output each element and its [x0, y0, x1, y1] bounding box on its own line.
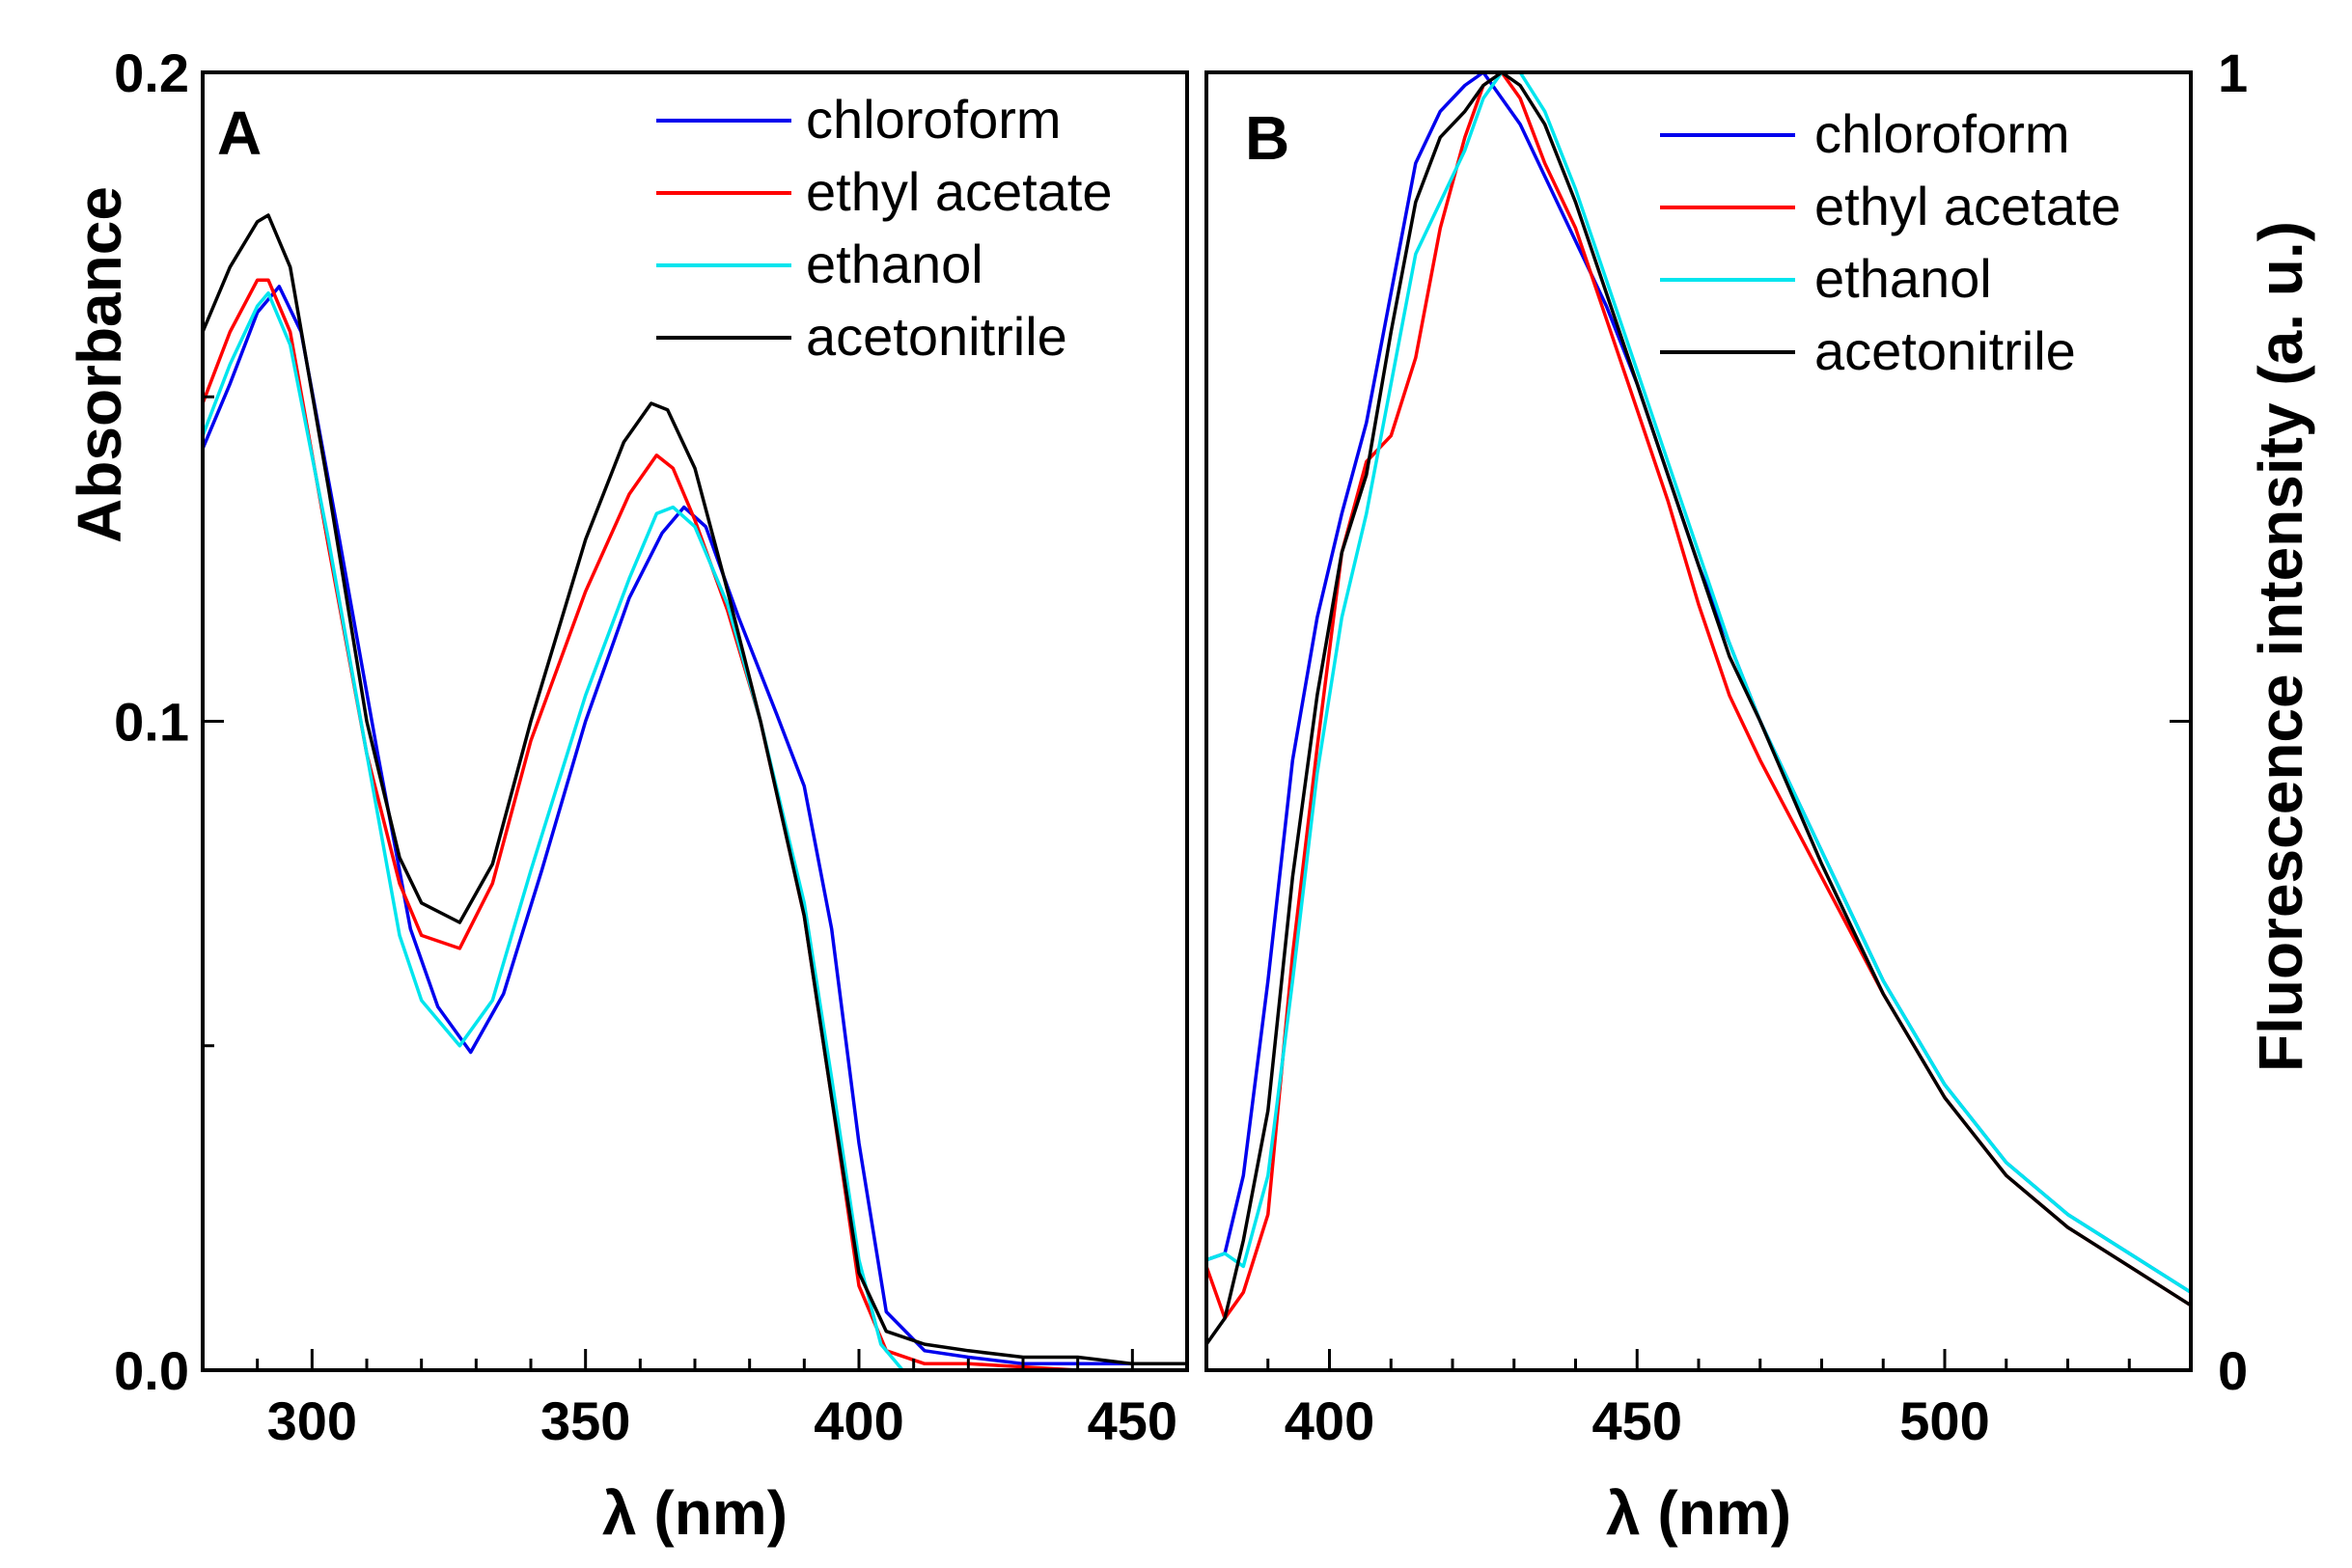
panel-a-label: A	[217, 98, 262, 168]
panel-a-series-chloroform	[201, 285, 1189, 1366]
panel-b-x-tick-label: 500	[1899, 1390, 1989, 1451]
panel-a-legend: chloroform ethyl acetate ethanol acetonitri…	[656, 89, 1113, 367]
panel-b-label: B	[1245, 103, 1289, 173]
panel-b-series-ethanol	[1204, 70, 2193, 1295]
panel-a-legend-label-chloroform: chloroform	[806, 89, 1062, 150]
panel-b-legend-label-chloroform: chloroform	[1814, 103, 2070, 164]
panel-a-xlabel: λ (nm)	[602, 1478, 788, 1548]
panel-b-series-chloroform	[1204, 70, 2193, 1295]
panel-b-legend-label-ethyl-acetate: ethyl acetate	[1814, 176, 2121, 236]
panel-a-ticks: 300 350 400 450 0.0 0.1 0.2	[114, 42, 1189, 1451]
panel-b-ticks: 400 450 500 0 1	[1204, 42, 2248, 1451]
panel-b-x-tick-label: 400	[1285, 1390, 1374, 1451]
panel-a-legend-label-acetonitrile: acetonitrile	[806, 306, 1067, 367]
panel-b-frame	[1204, 70, 2193, 1372]
panel-b: 400 450 500 0 1 B Fluorescence intensity (a.…	[1204, 42, 2315, 1548]
panel-a-x-tick-label: 350	[540, 1390, 630, 1451]
panel-b-legend-label-ethanol: ethanol	[1814, 248, 1992, 309]
panel-b-series-ethyl-acetate	[1204, 70, 2193, 1320]
panel-a-x-tick-label: 400	[814, 1390, 903, 1451]
panel-a-y-tick-label: 0.0	[114, 1340, 189, 1401]
panel-a-series	[201, 213, 1189, 1372]
panel-a-series-acetonitrile	[201, 213, 1189, 1366]
panel-b-ylabel: Fluorescence intensity (a. u.)	[2246, 221, 2315, 1072]
panel-b-legend-label-acetonitrile: acetonitrile	[1814, 320, 2076, 381]
panel-a-series-ethyl-acetate	[201, 278, 1189, 1372]
panel-b-y-tick-label: 1	[2218, 42, 2248, 103]
panel-a-legend-label-ethanol: ethanol	[806, 234, 983, 294]
panel-a-x-tick-label: 300	[267, 1390, 357, 1451]
panel-a-legend-label-ethyl-acetate: ethyl acetate	[806, 161, 1113, 222]
panel-a-series-ethanol	[201, 290, 905, 1372]
panel-b-legend: chloroform ethyl acetate ethanol acetonitri…	[1660, 103, 2121, 381]
panel-a-x-tick-label: 450	[1088, 1390, 1177, 1451]
panel-a-y-tick-label: 0.1	[114, 692, 189, 753]
panel-a-ylabel: Absorbance	[65, 186, 134, 543]
panel-b-y-tick-label: 0	[2218, 1340, 2248, 1401]
panel-b-x-tick-label: 450	[1592, 1390, 1682, 1451]
panel-b-series	[1204, 70, 2193, 1346]
panel-a: 300 350 400 450 0.0 0.1 0.2 A Absorbance λ (nm…	[65, 42, 1189, 1548]
panel-a-y-tick-label: 0.2	[114, 42, 189, 103]
panel-b-xlabel: λ (nm)	[1606, 1478, 1791, 1548]
panel-b-series-acetonitrile	[1204, 70, 2193, 1346]
